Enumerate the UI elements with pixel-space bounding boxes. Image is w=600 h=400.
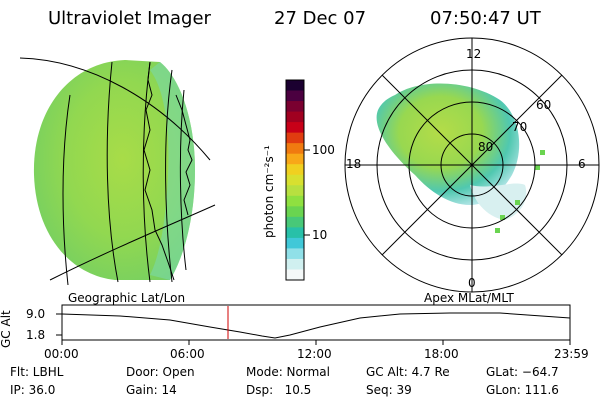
colorbar-segment (286, 248, 304, 260)
colorbar-segment (286, 174, 304, 186)
colorbar-segment (286, 195, 304, 207)
colorbar-segment (286, 143, 304, 155)
mlt-label-12: 12 (466, 47, 482, 61)
colorbar-segment (286, 111, 304, 123)
status-gcalt: GC Alt: 4.7 Re (366, 365, 450, 379)
alt-ytick-1.8: 1.8 (26, 328, 46, 342)
status-glat: GLat: −64.7 (486, 365, 559, 379)
polar-image (376, 83, 545, 233)
colorbar-unit-label: photon cm⁻²s⁻¹ (262, 145, 276, 238)
alt-xtick-0000: 00:00 (44, 347, 79, 361)
date-label: 27 Dec 07 (274, 8, 367, 29)
colorbar-segment (286, 216, 304, 228)
colorbar-segment (286, 206, 304, 218)
colorbar-segment (286, 237, 304, 249)
colorbar-segment (286, 269, 304, 281)
status-door: Door: Open (126, 365, 195, 379)
time-label: 07:50:47 UT (430, 8, 541, 29)
mlt-label-6: 6 (578, 157, 586, 171)
colorbar-segment (286, 227, 304, 239)
colorbar-segment (286, 185, 304, 197)
colorbar-segment (286, 101, 304, 113)
colorbar-segment (286, 164, 304, 176)
colorbar (286, 80, 304, 281)
instrument-title: Ultraviolet Imager (48, 8, 211, 29)
polar-grid (344, 37, 600, 293)
alt-ytick-9: 9.0 (26, 307, 46, 321)
alt-xtick-2359: 23:59 (554, 347, 589, 361)
colorbar-frame (285, 79, 305, 281)
colorbar-segment (286, 132, 304, 144)
mlt-label-0: 0 (468, 276, 476, 290)
geo-panel-label: Geographic Lat/Lon (68, 291, 186, 305)
colorbar-tick-label-10: 10 (312, 228, 328, 242)
alt-xtick-0600: 06:00 (170, 347, 205, 361)
status-dsp: Dsp: 10.5 (246, 383, 312, 397)
status-flt: Flt: LBHL (10, 365, 64, 379)
alt-ylabel: GC Alt (0, 310, 13, 348)
status-mode: Mode: Normal (246, 365, 330, 379)
status-ip: IP: 36.0 (10, 383, 56, 397)
lat-label-70: 70 (512, 120, 528, 134)
lat-label-60: 60 (536, 98, 552, 112)
colorbar-segment (286, 153, 304, 165)
mlt-label-18: 18 (346, 157, 362, 171)
alt-xtick-1200: 12:00 (297, 347, 332, 361)
polar-panel-label: Apex MLat/MLT (424, 291, 514, 305)
geographic-image (19, 57, 216, 286)
colorbar-segment (286, 90, 304, 102)
status-seq: Seq: 39 (366, 383, 412, 397)
lat-label-80: 80 (478, 140, 494, 154)
colorbar-tick-label-100: 100 (312, 143, 335, 157)
alt-xtick-1800: 18:00 (424, 347, 459, 361)
status-glon: GLon: 111.6 (486, 383, 559, 397)
colorbar-segment (286, 122, 304, 134)
colorbar-segment (286, 258, 304, 270)
status-gain: Gain: 14 (126, 383, 177, 397)
altitude-plot (56, 304, 571, 345)
colorbar-segment (286, 80, 304, 92)
